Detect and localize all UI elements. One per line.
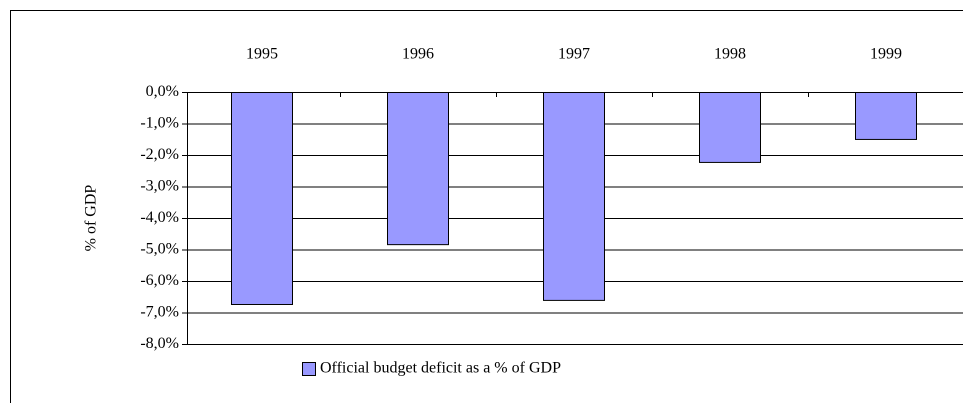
y-tick-label: -3,0%	[140, 178, 179, 195]
x-tick-label: 1996	[402, 46, 434, 63]
y-tick-label: -4,0%	[140, 209, 179, 226]
y-axis-title: % of GDP	[83, 185, 100, 252]
x-tick-label: 1995	[246, 46, 278, 63]
bar	[855, 92, 917, 140]
x-tick-label: 1999	[870, 46, 902, 63]
legend-swatch	[302, 362, 316, 376]
y-tick-label: -2,0%	[140, 146, 179, 163]
y-tick-label: 0,0%	[146, 83, 179, 100]
bar	[231, 92, 293, 305]
x-tick-label: 1998	[714, 46, 746, 63]
y-tick-label: -7,0%	[140, 304, 179, 321]
bar	[699, 92, 761, 163]
bar	[387, 92, 449, 246]
y-tick-label: -5,0%	[140, 241, 179, 258]
chart-frame	[10, 10, 963, 403]
y-tick-label: -6,0%	[140, 272, 179, 289]
y-tick-label: -8,0%	[140, 335, 179, 352]
x-tick-label: 1997	[558, 46, 590, 63]
legend-label: Official budget deficit as a % of GDP	[320, 360, 561, 377]
y-tick-label: -1,0%	[140, 115, 179, 132]
bar	[543, 92, 605, 301]
